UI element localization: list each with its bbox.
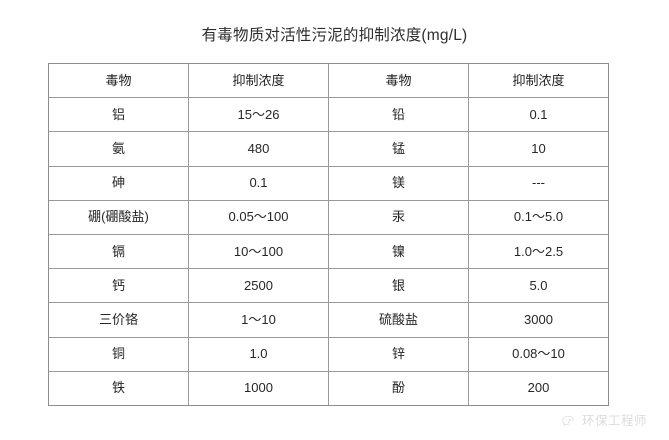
cell-substance-1: 三价铬	[48, 302, 189, 338]
watermark-label: 环保工程师	[581, 414, 647, 428]
cell-concentration-2: 200	[468, 370, 609, 406]
cell-concentration-2: ---	[468, 165, 609, 201]
column-header-substance-2: 毒物	[328, 62, 469, 99]
cell-substance-2: 汞	[328, 199, 469, 235]
column-header-concentration-2: 抑制浓度	[468, 62, 609, 99]
table-row: 氨 480 锰 10	[48, 131, 609, 167]
cell-concentration-2: 10	[468, 131, 609, 167]
table-body: 铝 15～26 铅 0.1 氨 480 锰 10 砷 0.1 镁 ---	[48, 97, 609, 406]
column-header-concentration-1: 抑制浓度	[188, 62, 329, 99]
cell-substance-2: 镍	[328, 233, 469, 270]
cell-concentration-1: 1000	[188, 370, 329, 406]
table-header-row: 毒物 抑制浓度 毒物 抑制浓度	[48, 62, 609, 99]
cell-substance-1: 铁	[48, 370, 189, 406]
toxic-substance-table: 毒物 抑制浓度 毒物 抑制浓度 铝 15～26 铅 0.1 氨 480 锰 10	[48, 62, 609, 406]
table-row: 砷 0.1 镁 ---	[48, 165, 609, 201]
page-title: 有毒物质对活性污泥的抑制浓度(mg/L)	[201, 27, 468, 44]
table-header: 毒物 抑制浓度 毒物 抑制浓度	[48, 62, 609, 99]
table-row: 铁 1000 酚 200	[48, 370, 609, 406]
cell-concentration-2: 5.0	[468, 268, 609, 304]
cell-substance-2: 银	[328, 268, 469, 304]
cell-substance-1: 砷	[48, 165, 189, 201]
cell-substance-1: 铜	[48, 336, 189, 372]
cell-substance-2: 锌	[328, 336, 469, 372]
cell-concentration-2: 3000	[468, 302, 609, 338]
table-row: 钙 2500 银 5.0	[48, 268, 609, 304]
cell-substance-2: 酚	[328, 370, 469, 406]
cell-substance-1: 镉	[48, 233, 189, 270]
cell-substance-1: 硼(硼酸盐)	[48, 199, 189, 235]
cell-concentration-1: 10～100	[188, 233, 329, 270]
cell-concentration-1: 480	[188, 131, 329, 167]
cell-substance-2: 锰	[328, 131, 469, 167]
cell-concentration-1: 1.0	[188, 336, 329, 372]
table-row: 铝 15～26 铅 0.1	[48, 97, 609, 133]
cell-concentration-2: 0.1	[468, 97, 609, 133]
cell-substance-2: 铅	[328, 97, 469, 133]
cell-concentration-2: 1.0～2.5	[468, 233, 609, 270]
cell-concentration-1: 15～26	[188, 97, 329, 133]
watermark: 环保工程师	[562, 414, 647, 428]
cell-concentration-1: 0.1	[188, 165, 329, 201]
table-row: 硼(硼酸盐) 0.05～100 汞 0.1～5.0	[48, 199, 609, 235]
cell-substance-2: 镁	[328, 165, 469, 201]
cell-substance-2: 硫酸盐	[328, 302, 469, 338]
cell-substance-1: 钙	[48, 268, 189, 304]
cell-concentration-1: 0.05～100	[188, 199, 329, 235]
cell-substance-1: 氨	[48, 131, 189, 167]
cell-concentration-2: 0.08～10	[468, 336, 609, 372]
toxic-substance-table-container: 毒物 抑制浓度 毒物 抑制浓度 铝 15～26 铅 0.1 氨 480 锰 10	[48, 62, 609, 406]
cell-substance-1: 铝	[48, 97, 189, 133]
cell-concentration-2: 0.1～5.0	[468, 199, 609, 235]
wechat-chat-icon	[562, 415, 574, 426]
column-header-substance-1: 毒物	[48, 62, 189, 99]
table-row: 三价铬 1～10 硫酸盐 3000	[48, 302, 609, 338]
table-row: 铜 1.0 锌 0.08～10	[48, 336, 609, 372]
table-row: 镉 10～100 镍 1.0～2.5	[48, 233, 609, 270]
cell-concentration-1: 2500	[188, 268, 329, 304]
cell-concentration-1: 1～10	[188, 302, 329, 338]
